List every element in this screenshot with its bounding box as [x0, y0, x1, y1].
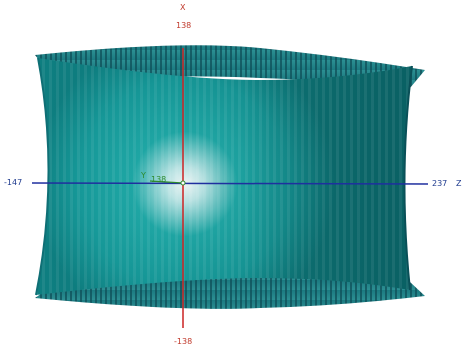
- y-axis-label: 138: [151, 175, 167, 184]
- y-axis-line: [149, 180, 184, 184]
- z-axis-max-label: 237: [432, 179, 448, 188]
- x-axis-min-label: -138: [174, 337, 193, 346]
- x-axis-name: X: [180, 3, 186, 12]
- x-axis-max-label: 138: [176, 21, 192, 30]
- y-axis-name: Y: [141, 171, 146, 180]
- z-axis-name: Z: [456, 179, 462, 188]
- z-axis-min-label: -147: [4, 178, 23, 187]
- model-body-stripes: [36, 58, 412, 295]
- z-axis-line: [31, 182, 429, 185]
- origin-marker: [180, 180, 186, 186]
- left-rim: [35, 57, 50, 296]
- right-rim: [403, 65, 413, 291]
- top-ribbed-band: [35, 45, 425, 88]
